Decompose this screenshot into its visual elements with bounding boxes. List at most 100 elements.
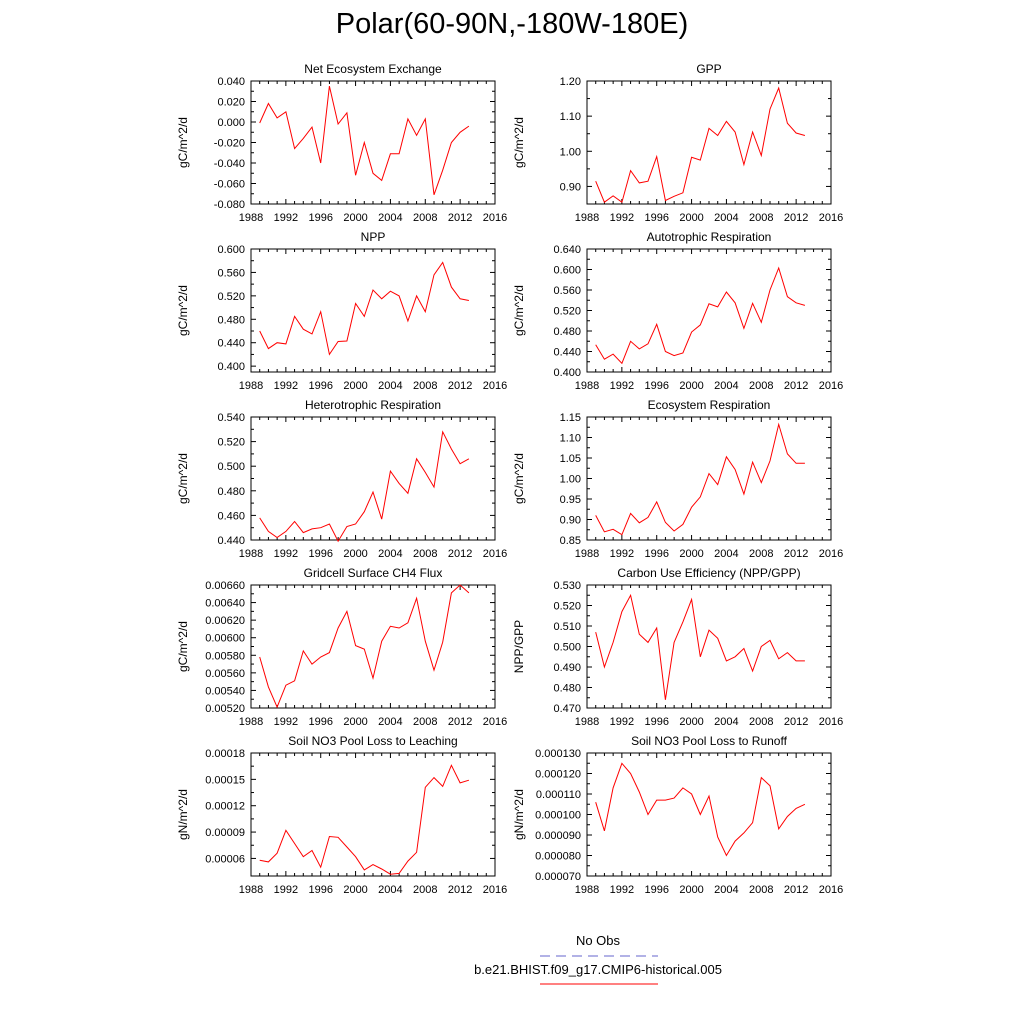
x-tick-label: 2012 [784, 212, 808, 224]
y-tick-label: 0.480 [217, 314, 245, 326]
y-tick-label: 0.640 [553, 244, 581, 256]
panel-title: Gridcell Surface CH4 Flux [304, 566, 443, 580]
x-tick-label: 2004 [714, 380, 738, 392]
x-tick-label: 1992 [610, 884, 634, 896]
x-tick-label: 2008 [749, 716, 773, 728]
x-tick-label: 2008 [749, 212, 773, 224]
x-tick-label: 2000 [679, 716, 703, 728]
x-tick-label: 2000 [343, 212, 367, 224]
y-tick-label: 0.00620 [205, 615, 245, 627]
y-tick-label: 0.560 [553, 285, 581, 297]
panel-title: Net Ecosystem Exchange [304, 62, 442, 76]
series-line [259, 261, 469, 356]
y-tick-label: 0.020 [217, 97, 245, 109]
x-tick-label: 1996 [644, 884, 668, 896]
y-tick-label: 1.05 [560, 453, 581, 465]
y-tick-label: 0.00009 [205, 827, 245, 839]
legend-case-label: b.e21.BHIST.f09_g17.CMIP6-historical.005 [474, 962, 722, 977]
y-tick-label: 0.560 [217, 267, 245, 279]
x-tick-label: 1988 [239, 548, 263, 560]
y-tick-label: 0.000080 [535, 851, 581, 863]
x-tick-label: 2012 [784, 716, 808, 728]
y-tick-label: 0.460 [217, 510, 245, 522]
x-tick-label: 1988 [575, 884, 599, 896]
x-tick-label: 2000 [679, 884, 703, 896]
y-tick-label: 0.490 [553, 662, 581, 674]
x-tick-label: 2008 [413, 716, 437, 728]
series-line [259, 764, 470, 875]
x-tick-label: 1992 [274, 380, 298, 392]
series-line [595, 422, 805, 536]
series-line [259, 85, 470, 195]
y-axis-label: gC/m^2/d [176, 621, 190, 672]
x-tick-label: 2004 [714, 548, 738, 560]
page-title: Polar(60-90N,-180W-180E) [335, 8, 689, 40]
y-axis-label: gC/m^2/d [512, 285, 526, 336]
y-tick-label: 0.00520 [205, 703, 245, 715]
x-tick-label: 2004 [714, 212, 738, 224]
x-tick-label: 1992 [274, 548, 298, 560]
y-axis-label: gC/m^2/d [176, 117, 190, 168]
panel-title: Heterotrophic Respiration [305, 398, 441, 412]
x-tick-label: 2008 [749, 548, 773, 560]
x-tick-label: 1992 [274, 884, 298, 896]
chart-panel: NPP gC/m^2/d 1988 1992 1996 2000 2004 2008 2012 2… [176, 230, 507, 392]
y-axis-label: gC/m^2/d [512, 453, 526, 504]
x-tick-label: 2000 [679, 548, 703, 560]
x-tick-label: 2016 [483, 716, 507, 728]
y-tick-label: 0.000 [217, 117, 245, 129]
x-tick-label: 2016 [483, 884, 507, 896]
x-tick-label: 2004 [714, 716, 738, 728]
y-tick-label: 0.00660 [205, 580, 245, 592]
x-tick-label: 2012 [448, 716, 472, 728]
y-tick-label: 0.040 [217, 76, 245, 88]
y-tick-label: 0.500 [217, 461, 245, 473]
x-tick-label: 2012 [784, 548, 808, 560]
y-tick-label: 0.000110 [536, 789, 581, 801]
x-tick-label: 1992 [274, 212, 298, 224]
y-tick-label: -0.080 [214, 199, 245, 211]
x-tick-label: 2016 [819, 884, 843, 896]
y-tick-label: 0.000070 [535, 871, 581, 883]
x-tick-label: 2004 [378, 212, 402, 224]
x-tick-label: 2008 [413, 548, 437, 560]
y-tick-label: 0.90 [560, 515, 581, 527]
x-tick-label: 2008 [749, 884, 773, 896]
x-tick-label: 2004 [378, 884, 402, 896]
x-tick-label: 2016 [483, 548, 507, 560]
y-axis-label: gN/m^2/d [176, 789, 190, 840]
x-tick-label: 1988 [575, 380, 599, 392]
y-axis-label: gC/m^2/d [176, 285, 190, 336]
x-tick-label: 1988 [575, 716, 599, 728]
y-tick-label: 0.00640 [205, 598, 245, 610]
x-tick-label: 1988 [575, 548, 599, 560]
y-tick-label: 0.000090 [535, 830, 581, 842]
x-tick-label: 1996 [644, 548, 668, 560]
y-tick-label: 0.510 [553, 621, 581, 633]
x-tick-label: 1996 [644, 380, 668, 392]
x-tick-label: 2012 [448, 884, 472, 896]
y-tick-label: 0.000120 [535, 769, 581, 781]
y-tick-label: 0.480 [217, 486, 245, 498]
chart-panel: GPP gC/m^2/d 1988 1992 1996 2000 2004 2008 2012 2… [512, 62, 843, 224]
y-axis-label: gC/m^2/d [512, 117, 526, 168]
series-line [259, 584, 470, 709]
chart-panel: Carbon Use Efficiency (NPP/GPP) NPP/GPP 19… [512, 566, 843, 728]
y-tick-label: 0.000130 [535, 748, 581, 760]
series-line [595, 593, 805, 700]
x-tick-label: 1992 [610, 548, 634, 560]
y-tick-label: 0.00018 [205, 748, 245, 760]
y-tick-label: -0.040 [214, 158, 245, 170]
chart-panel: Autotrophic Respiration gC/m^2/d 1988 1992 1… [512, 230, 843, 392]
y-tick-label: -0.060 [214, 179, 245, 191]
y-tick-label: 0.440 [553, 347, 581, 359]
chart-panel: Gridcell Surface CH4 Flux gC/m^2/d 1988 199… [176, 566, 507, 728]
y-tick-label: 1.10 [560, 111, 581, 123]
series-line [595, 86, 806, 204]
x-tick-label: 2016 [819, 716, 843, 728]
x-tick-label: 1992 [610, 212, 634, 224]
x-tick-label: 1996 [308, 548, 332, 560]
x-tick-label: 2000 [679, 212, 703, 224]
chart-panel: Ecosystem Respiration gC/m^2/d 1988 1992 199… [512, 398, 843, 560]
y-tick-label: 0.480 [553, 326, 581, 338]
